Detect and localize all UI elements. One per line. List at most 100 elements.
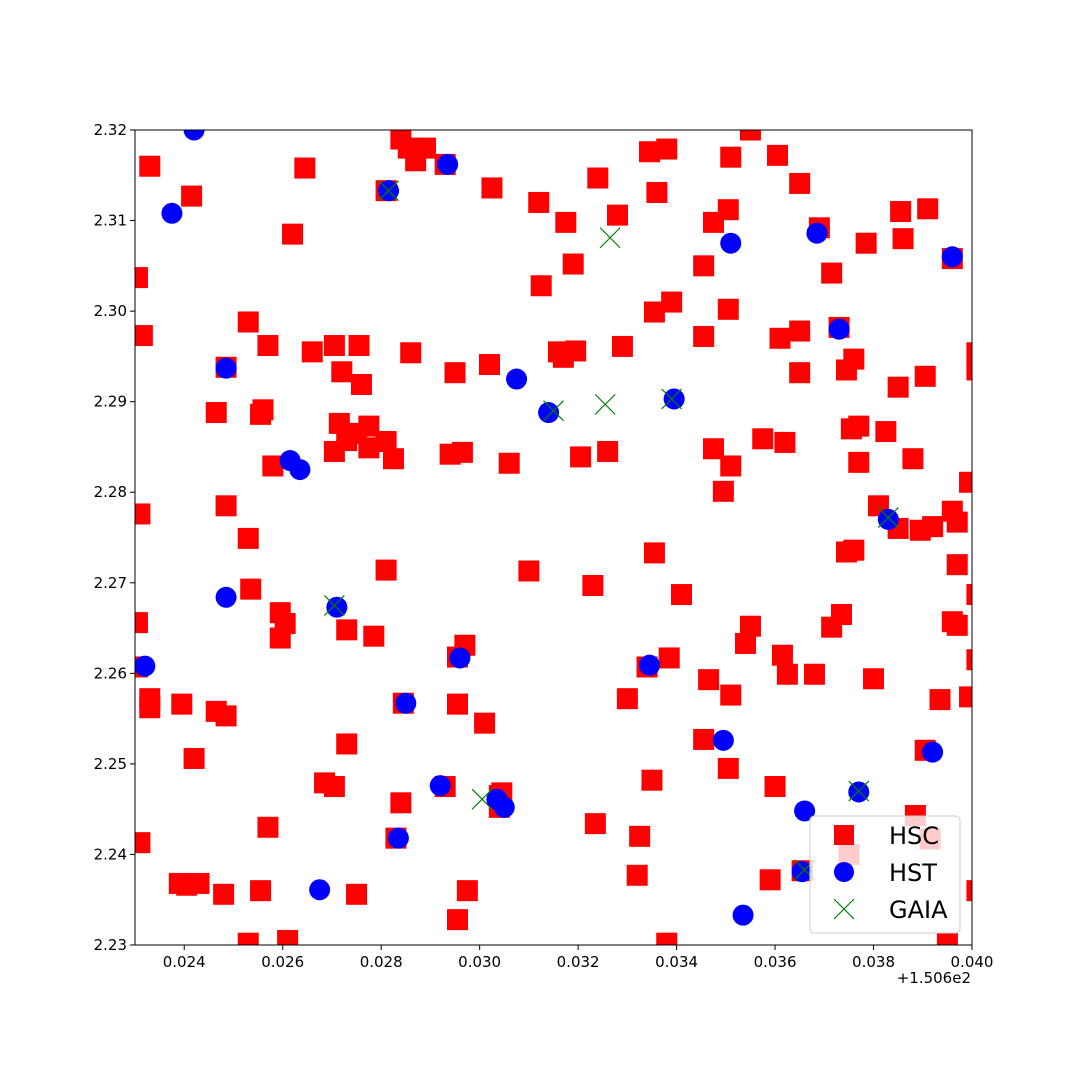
- hsc-point: [183, 747, 205, 769]
- hsc-point: [139, 155, 161, 177]
- hsc-point: [282, 223, 304, 245]
- hsc-point: [382, 448, 404, 470]
- hst-point: [215, 357, 237, 379]
- hsc-point: [257, 335, 279, 357]
- hsc-point: [205, 402, 227, 424]
- hsc-point: [358, 437, 380, 459]
- hsc-point: [528, 191, 550, 213]
- hsc-point: [769, 327, 791, 349]
- x-tick-label: 0.024: [163, 953, 206, 971]
- hsc-point: [375, 559, 397, 581]
- hsc-point: [350, 373, 372, 395]
- hsc-point: [323, 335, 345, 357]
- hst-point: [449, 647, 471, 669]
- hsc-point: [530, 275, 552, 297]
- hsc-point: [656, 138, 678, 160]
- hsc-point: [712, 480, 734, 502]
- hsc-point: [789, 320, 811, 342]
- hst-point: [663, 388, 685, 410]
- hst-point: [506, 368, 528, 390]
- hsc-point: [135, 503, 151, 525]
- hst-point: [720, 232, 742, 254]
- hsc-point: [565, 340, 587, 362]
- hsc-point: [498, 452, 520, 474]
- y-tick-label: 2.25: [94, 755, 127, 773]
- hsc-point: [346, 883, 368, 905]
- x-tick-label: 0.038: [852, 953, 895, 971]
- hsc-point: [966, 649, 972, 671]
- hsc-point: [444, 362, 466, 384]
- y-tick-label: 2.29: [94, 393, 127, 411]
- legend-hsc-marker: [834, 825, 854, 845]
- hsc-point: [481, 177, 503, 199]
- hsc-point: [237, 311, 259, 333]
- hsc-point: [277, 929, 299, 945]
- legend: HSC HST GAIA: [809, 815, 961, 934]
- hsc-point: [693, 728, 715, 750]
- hsc-point: [863, 668, 885, 690]
- y-tick-label: 2.28: [94, 483, 127, 501]
- x-axis: 0.024 0.026 0.028 0.030 0.032 0.034 0.036 0.038…: [163, 945, 993, 971]
- hsc-point: [250, 880, 272, 902]
- hsc-point: [643, 301, 665, 323]
- gaia-point: [848, 780, 870, 802]
- series-gaia: [323, 180, 899, 881]
- hsc-point: [135, 612, 148, 634]
- hst-point: [922, 741, 944, 763]
- hsc-point: [375, 431, 397, 453]
- hsc-point: [629, 825, 651, 847]
- hsc-point: [215, 705, 237, 727]
- hst-point: [437, 153, 459, 175]
- hsc-point: [331, 361, 353, 383]
- y-tick-label: 2.31: [94, 212, 127, 230]
- hsc-point: [789, 362, 811, 384]
- legend-frame: [809, 815, 961, 934]
- hst-point: [135, 655, 156, 677]
- x-tick-label: 0.032: [557, 953, 600, 971]
- hst-point: [712, 729, 734, 751]
- hsc-point: [139, 697, 161, 719]
- hst-point: [794, 800, 816, 822]
- hsc-point: [518, 560, 540, 582]
- data-marks: [135, 130, 972, 945]
- hsc-point: [774, 431, 796, 453]
- hsc-point: [959, 686, 972, 708]
- hsc-point: [966, 359, 972, 381]
- hst-point: [848, 781, 870, 803]
- hsc-point: [887, 376, 909, 398]
- hsc-point: [789, 172, 811, 194]
- hsc-point: [626, 864, 648, 886]
- hsc-point: [959, 471, 972, 493]
- hsc-point: [188, 872, 210, 894]
- hsc-point: [587, 167, 609, 189]
- hsc-point: [328, 412, 350, 434]
- hsc-point: [252, 399, 274, 421]
- hst-point: [639, 654, 661, 676]
- hsc-point: [720, 684, 742, 706]
- hsc-point: [843, 348, 865, 370]
- gaia-point: [323, 594, 345, 616]
- hst-point: [877, 508, 899, 530]
- hsc-point: [717, 757, 739, 779]
- hst-point: [309, 879, 331, 901]
- hsc-point: [693, 255, 715, 277]
- hst-point: [493, 796, 515, 818]
- plot-frame: [134, 129, 973, 946]
- gaia-point: [599, 227, 621, 249]
- x-tick-label: 0.034: [655, 953, 698, 971]
- hsc-point: [269, 627, 291, 649]
- hsc-point: [717, 298, 739, 320]
- hsc-point: [848, 415, 870, 437]
- y-tick-label: 2.26: [94, 664, 127, 682]
- hsc-point: [390, 792, 412, 814]
- hsc-point: [584, 813, 606, 835]
- hsc-point: [171, 693, 193, 715]
- hsc-point: [555, 211, 577, 233]
- hst-point: [289, 459, 311, 481]
- y-tick-label: 2.23: [94, 936, 127, 954]
- hsc-point: [803, 663, 825, 685]
- legend-hst-label: HST: [889, 859, 937, 887]
- gaia-point: [661, 388, 683, 410]
- hsc-point: [892, 228, 914, 250]
- hsc-point: [135, 325, 153, 347]
